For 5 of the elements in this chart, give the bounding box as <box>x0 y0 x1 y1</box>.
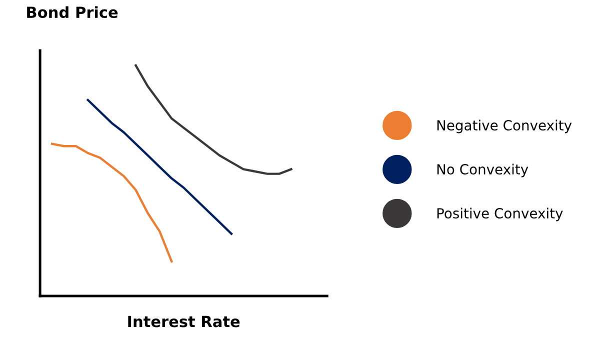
legend-label: No Convexity <box>437 164 528 178</box>
y-axis-title: Bond Price <box>27 6 118 18</box>
legend-label: Negative Convexity <box>437 120 572 134</box>
x-axis-title: Interest Rate <box>128 316 240 328</box>
legend-label: Positive Convexity <box>437 208 563 222</box>
